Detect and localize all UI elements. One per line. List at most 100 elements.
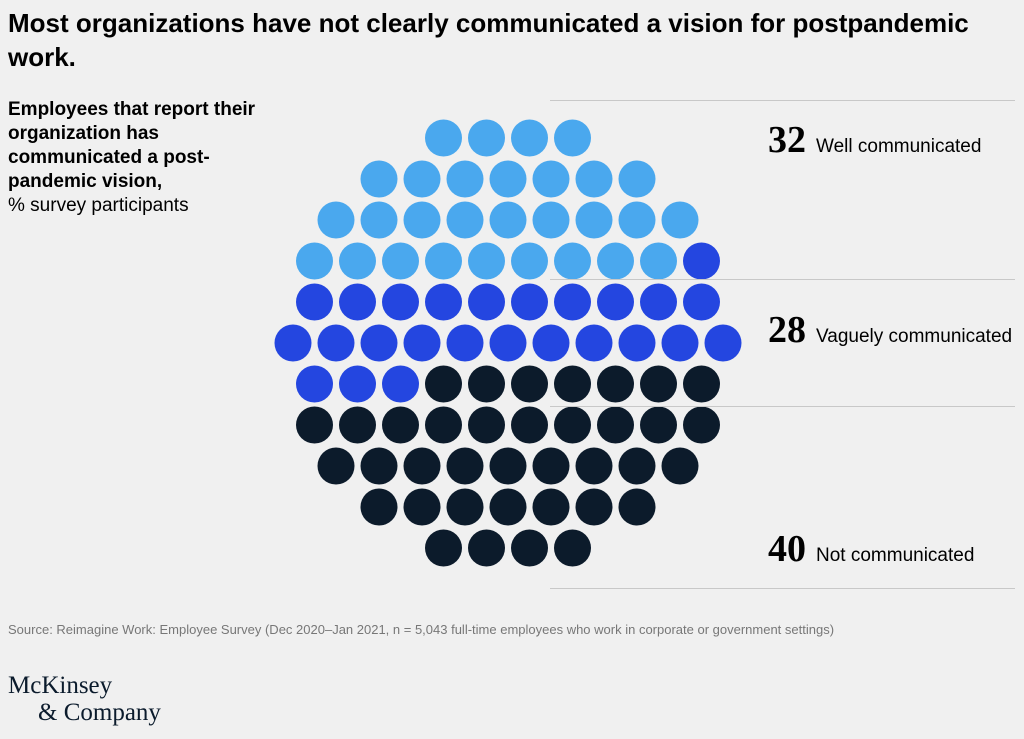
- dot-not: [446, 488, 484, 526]
- dot-not: [339, 406, 376, 444]
- chart-subtitle: Employees that report their organization…: [8, 98, 258, 218]
- legend-value-vaguely: 28: [768, 309, 806, 351]
- dot-vaguely: [360, 324, 398, 362]
- dot-well: [382, 242, 419, 280]
- dot-not: [468, 529, 505, 567]
- dot-well: [554, 119, 591, 157]
- legend-item-not: 40 Not communicated: [768, 527, 974, 571]
- dot-vaguely: [618, 324, 656, 362]
- dot-vaguely: [575, 324, 613, 362]
- dot-not: [554, 529, 591, 567]
- dot-not: [661, 447, 699, 485]
- dot-vaguely: [661, 324, 699, 362]
- legend-label-not: Not communicated: [816, 545, 975, 566]
- legend-value-well: 32: [768, 119, 806, 161]
- legend-divider: [550, 406, 1015, 407]
- dot-well: [317, 201, 355, 239]
- dot-vaguely: [382, 283, 419, 321]
- dot-well: [532, 201, 570, 239]
- dot-well: [425, 242, 462, 280]
- dot-well: [575, 201, 613, 239]
- dot-not: [554, 406, 591, 444]
- dot-not: [554, 365, 591, 403]
- dot-not: [296, 406, 333, 444]
- dot-well: [597, 242, 634, 280]
- dot-vaguely: [468, 283, 505, 321]
- dot-not: [403, 447, 441, 485]
- dot-well: [296, 242, 333, 280]
- dot-not: [489, 447, 527, 485]
- dot-vaguely: [382, 365, 419, 403]
- dot-vaguely: [425, 283, 462, 321]
- legend-divider: [550, 100, 1015, 101]
- dot-not: [618, 447, 656, 485]
- dot-well: [446, 160, 484, 198]
- dot-well: [468, 242, 505, 280]
- legend-value-not: 40: [768, 528, 806, 570]
- dot-not: [425, 365, 462, 403]
- dot-not: [597, 365, 634, 403]
- dot-vaguely: [683, 283, 720, 321]
- logo-line-1: McKinsey: [8, 672, 113, 699]
- dot-not: [532, 488, 570, 526]
- dot-not: [575, 488, 613, 526]
- dot-not: [468, 365, 505, 403]
- dot-well: [360, 160, 398, 198]
- dot-vaguely: [683, 242, 720, 280]
- dot-well: [661, 201, 699, 239]
- legend-item-well: 32 Well communicated: [768, 118, 981, 162]
- dot-vaguely: [339, 365, 376, 403]
- dot-well: [403, 160, 441, 198]
- dot-well: [532, 160, 570, 198]
- dot-well: [640, 242, 677, 280]
- dot-well: [511, 242, 548, 280]
- dot-not: [425, 406, 462, 444]
- subtitle-unit: % survey participants: [8, 195, 189, 216]
- dot-vaguely: [339, 283, 376, 321]
- dot-vaguely: [296, 283, 333, 321]
- chart-title: Most organizations have not clearly comm…: [8, 8, 969, 72]
- mckinsey-logo: McKinsey & Company: [8, 672, 161, 726]
- source-note: Source: Reimagine Work: Employee Survey …: [8, 622, 835, 637]
- dot-cluster-chart: [274, 119, 742, 567]
- dot-vaguely: [704, 324, 742, 362]
- dot-not: [683, 406, 720, 444]
- dot-vaguely: [274, 324, 312, 362]
- dot-vaguely: [446, 324, 484, 362]
- dot-not: [511, 406, 548, 444]
- dot-well: [339, 242, 376, 280]
- legend-divider: [550, 588, 1015, 589]
- dot-well: [403, 201, 441, 239]
- dot-well: [425, 119, 462, 157]
- dot-well: [618, 201, 656, 239]
- dot-vaguely: [511, 283, 548, 321]
- dot-not: [640, 365, 677, 403]
- dot-well: [618, 160, 656, 198]
- dot-not: [489, 488, 527, 526]
- dot-vaguely: [597, 283, 634, 321]
- dot-not: [532, 447, 570, 485]
- dot-well: [489, 201, 527, 239]
- dot-well: [489, 160, 527, 198]
- logo-line-2: & Company: [38, 699, 161, 726]
- dot-not: [317, 447, 355, 485]
- dot-well: [446, 201, 484, 239]
- dot-not: [511, 365, 548, 403]
- dot-vaguely: [317, 324, 355, 362]
- legend-label-vaguely: Vaguely communicated: [816, 326, 1013, 347]
- dot-not: [575, 447, 613, 485]
- dot-vaguely: [554, 283, 591, 321]
- subtitle-description: Employees that report their organization…: [8, 99, 256, 192]
- dot-not: [403, 488, 441, 526]
- legend-divider: [550, 279, 1015, 280]
- dot-well: [511, 119, 548, 157]
- dot-not: [425, 529, 462, 567]
- dot-vaguely: [489, 324, 527, 362]
- dot-not: [618, 488, 656, 526]
- dot-not: [511, 529, 548, 567]
- dot-not: [446, 447, 484, 485]
- dot-not: [382, 406, 419, 444]
- dot-vaguely: [403, 324, 441, 362]
- dot-not: [640, 406, 677, 444]
- dot-well: [468, 119, 505, 157]
